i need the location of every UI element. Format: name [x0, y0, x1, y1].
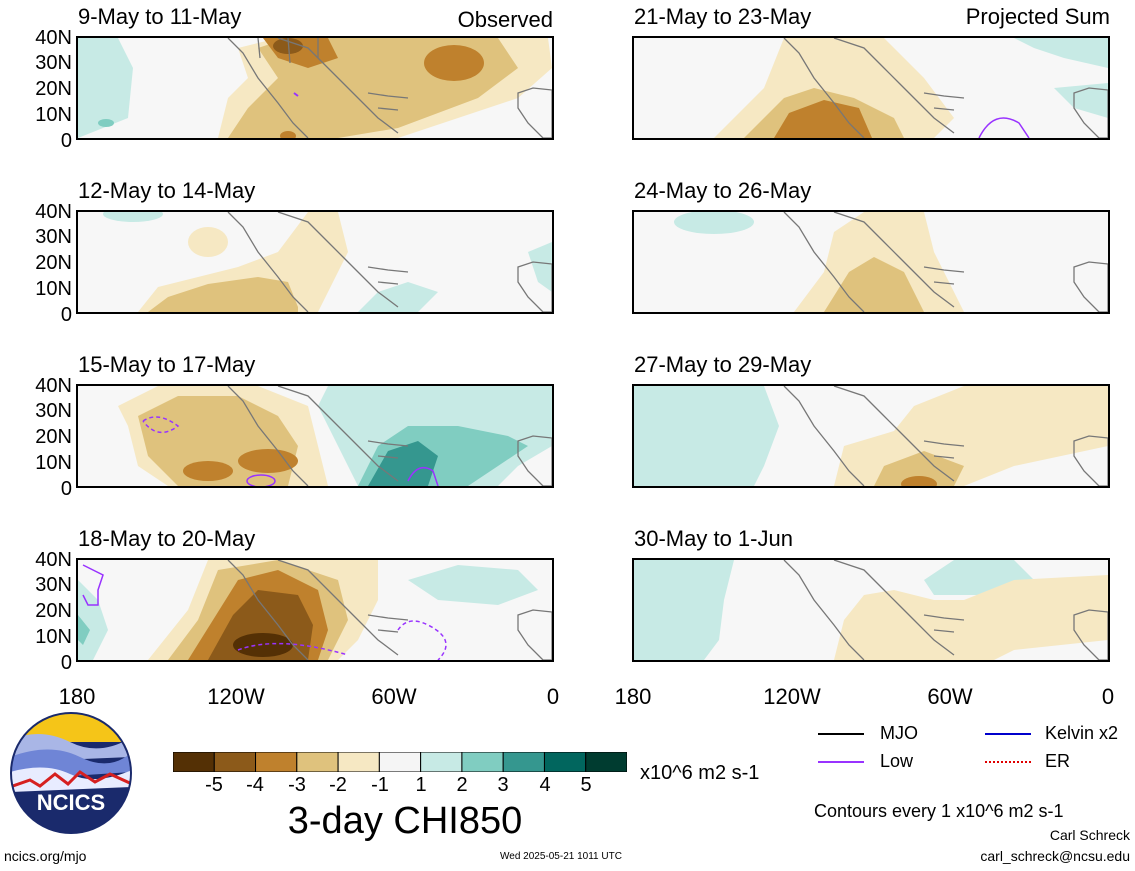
lat-label: 20N [35, 78, 72, 100]
lat-label: 0 [60, 304, 72, 326]
colorbar-tick: 4 [539, 774, 551, 796]
map-panel [76, 210, 554, 314]
legend-label: Kelvin x2 [1045, 723, 1119, 743]
panel-note: Projected Sum [965, 4, 1110, 29]
panel-title: 18-May to 20-May [78, 526, 256, 551]
panel-title: 27-May to 29-May [634, 352, 812, 377]
colorbar-units: x10^6 m2 s-1 [640, 762, 760, 784]
colorbar-swatch [543, 751, 587, 773]
lon-label: 180 [58, 684, 96, 709]
colorbar-swatch [378, 751, 422, 773]
colorbar [172, 751, 628, 773]
colorbar-swatch [420, 751, 463, 773]
lat-label: 20N [35, 600, 72, 622]
colorbar-tick: 2 [456, 774, 468, 796]
lat-label: 20N [35, 426, 72, 448]
colorbar-swatch [213, 751, 257, 773]
legend-label: Low [880, 751, 914, 771]
lat-label: 0 [60, 652, 72, 674]
lat-label: 0 [60, 478, 72, 500]
panel-title: 12-May to 14-May [78, 178, 256, 203]
panel-title: 21-May to 23-May [634, 4, 812, 29]
colorbar-swatch [172, 751, 215, 773]
colorbar-tick: 5 [580, 774, 592, 796]
lat-label: 10N [35, 104, 72, 126]
ncics-logo: NCICS [10, 712, 132, 834]
contour-note: Contours every 1 x10^6 m2 s-1 [814, 801, 1064, 821]
panel-note: Observed [457, 7, 553, 32]
colorbar-swatch [461, 751, 504, 773]
legend-line-kelvin [985, 733, 1031, 735]
lat-label: 30N [35, 226, 72, 248]
legend-line-low [818, 761, 864, 763]
panel-title: 24-May to 26-May [634, 178, 812, 203]
lat-label: 30N [35, 52, 72, 74]
lon-label: 120W [763, 684, 821, 709]
colorbar-swatch [296, 751, 339, 773]
lat-label: 40N [35, 375, 72, 397]
lon-label: 180 [614, 684, 652, 709]
lon-label: 120W [207, 684, 265, 709]
map-panel [632, 558, 1110, 662]
panel-title: 30-May to 1-Jun [634, 526, 793, 551]
footer-author: Carl Schreck [1049, 827, 1130, 843]
lat-label: 40N [35, 201, 72, 223]
colorbar-swatch [255, 751, 298, 773]
lat-label: 10N [35, 626, 72, 648]
lat-label: 40N [35, 549, 72, 571]
colorbar-swatch [502, 751, 545, 773]
map-panel [632, 36, 1110, 140]
colorbar-swatch [337, 751, 380, 773]
legend-line-er [985, 761, 1031, 763]
footer-timestamp: Wed 2025-05-21 1011 UTC [500, 851, 622, 862]
lat-label: 10N [35, 278, 72, 300]
legend-label: MJO [880, 723, 918, 743]
figure-title: 3-day CHI850 [287, 800, 523, 842]
colorbar-tick: -4 [246, 774, 264, 796]
colorbar-tick: -3 [288, 774, 306, 796]
map-panel [76, 384, 554, 488]
map-panel [76, 558, 554, 662]
map-panel [632, 384, 1110, 488]
panel-title: 9-May to 11-May [78, 4, 242, 29]
lon-label: 0 [546, 684, 560, 709]
lon-label: 60W [927, 684, 973, 709]
lat-label: 20N [35, 252, 72, 274]
map-panel [632, 210, 1110, 314]
logo-text: NCICS [37, 790, 105, 815]
panel-title: 15-May to 17-May [78, 352, 256, 377]
colorbar-tick: -5 [205, 774, 223, 796]
colorbar-swatch [585, 751, 628, 773]
legend-label: ER [1045, 751, 1071, 771]
footer-email: carl_schreck@ncsu.edu [980, 848, 1130, 864]
lat-label: 40N [35, 27, 72, 49]
colorbar-tick: -1 [371, 774, 389, 796]
lon-label: 60W [371, 684, 417, 709]
lat-label: 30N [35, 400, 72, 422]
footer-url: ncics.org/mjo [4, 848, 87, 864]
map-panel [76, 36, 554, 140]
lat-label: 0 [60, 130, 72, 152]
legend-line-mjo [818, 733, 864, 735]
lat-label: 30N [35, 574, 72, 596]
lat-label: 10N [35, 452, 72, 474]
colorbar-tick: 3 [497, 774, 509, 796]
colorbar-tick: 1 [415, 774, 427, 796]
colorbar-tick: -2 [329, 774, 347, 796]
lon-label: 0 [1101, 684, 1115, 709]
